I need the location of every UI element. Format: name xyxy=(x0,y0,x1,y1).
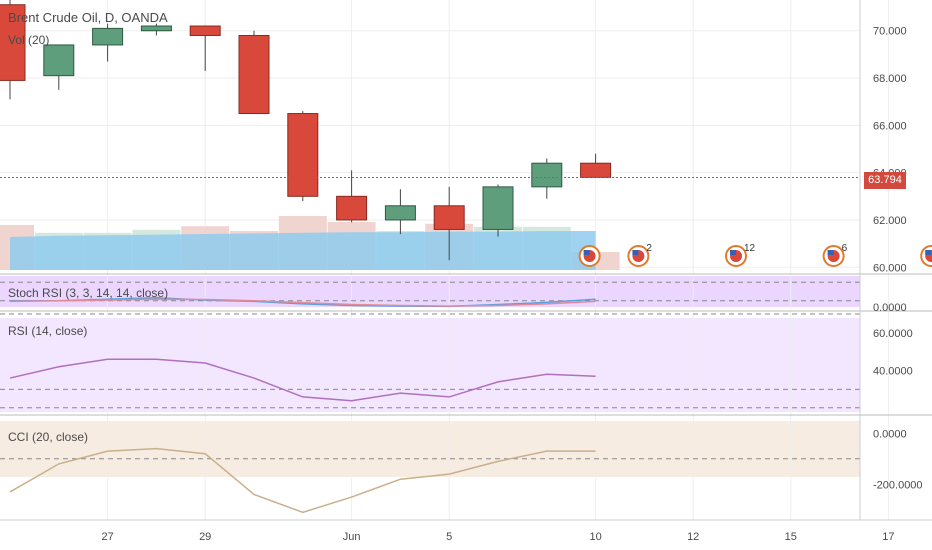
time-tick-label: 12 xyxy=(687,531,699,543)
time-tick-label: 27 xyxy=(101,531,113,543)
cci-series-line[interactable] xyxy=(9,447,596,514)
cci-panel-bg xyxy=(0,421,860,477)
stoch-rsi-panel-bg xyxy=(0,276,860,307)
price-tick-label: 62.000 xyxy=(873,215,907,227)
candle[interactable] xyxy=(531,162,563,188)
candle[interactable] xyxy=(336,195,368,221)
rsi-tick-label: 40.0000 xyxy=(873,366,913,378)
candle[interactable] xyxy=(482,186,514,230)
cci-title[interactable]: CCI (20, close) xyxy=(8,430,89,444)
event-flag-canton xyxy=(925,250,932,255)
cci-tick-label: -200.0000 xyxy=(873,479,923,491)
time-tick-label: Jun xyxy=(343,531,361,543)
stoch-rsi-series-line[interactable] xyxy=(9,298,596,307)
stoch-rsi-tick-label: 0.0000 xyxy=(873,302,907,314)
event-flag-canton xyxy=(730,250,736,255)
time-tick-label: 5 xyxy=(446,531,452,543)
time-tick-label: 29 xyxy=(199,531,211,543)
rsi-panel-bg xyxy=(0,318,860,412)
candle[interactable] xyxy=(287,113,319,197)
event-flag-canton xyxy=(583,250,590,255)
time-tick-label: 15 xyxy=(785,531,797,543)
price-tick-label: 60.000 xyxy=(873,262,907,274)
stoch-rsi-title[interactable]: Stoch RSI (3, 3, 14, 14, close) xyxy=(8,286,169,300)
candle[interactable] xyxy=(92,27,124,46)
price-tick-label: 66.000 xyxy=(873,120,907,132)
rsi-title[interactable]: RSI (14, close) xyxy=(8,324,88,338)
stoch-rsi-series-line[interactable] xyxy=(10,296,596,308)
event-flag-canton xyxy=(632,250,639,255)
candle[interactable] xyxy=(580,162,612,178)
last-price-badge: 63.794 xyxy=(864,172,906,189)
candle[interactable] xyxy=(189,25,221,36)
candle[interactable] xyxy=(384,205,416,221)
price-tick-label: 68.000 xyxy=(873,73,907,85)
candle[interactable] xyxy=(238,34,270,115)
symbol-title[interactable]: Brent Crude Oil, D, OANDA xyxy=(8,10,168,25)
event-count-label: 2 xyxy=(646,243,652,254)
price-tick-label: 70.000 xyxy=(873,26,907,38)
candle[interactable] xyxy=(43,44,75,77)
candle[interactable] xyxy=(0,4,26,81)
candle[interactable] xyxy=(433,205,465,230)
event-flag-canton xyxy=(827,250,834,255)
event-count-label: 6 xyxy=(842,243,848,254)
candle[interactable] xyxy=(140,25,172,32)
volume-ma-area xyxy=(10,231,596,270)
time-tick-label: 10 xyxy=(589,531,601,543)
rsi-tick-label: 60.0000 xyxy=(873,328,913,340)
volume-title[interactable]: Vol (20) xyxy=(8,33,50,47)
cci-tick-label: 0.0000 xyxy=(873,428,907,440)
event-count-label: 12 xyxy=(744,243,756,254)
rsi-series-line[interactable] xyxy=(9,358,596,402)
time-tick-label: 17 xyxy=(882,531,894,543)
